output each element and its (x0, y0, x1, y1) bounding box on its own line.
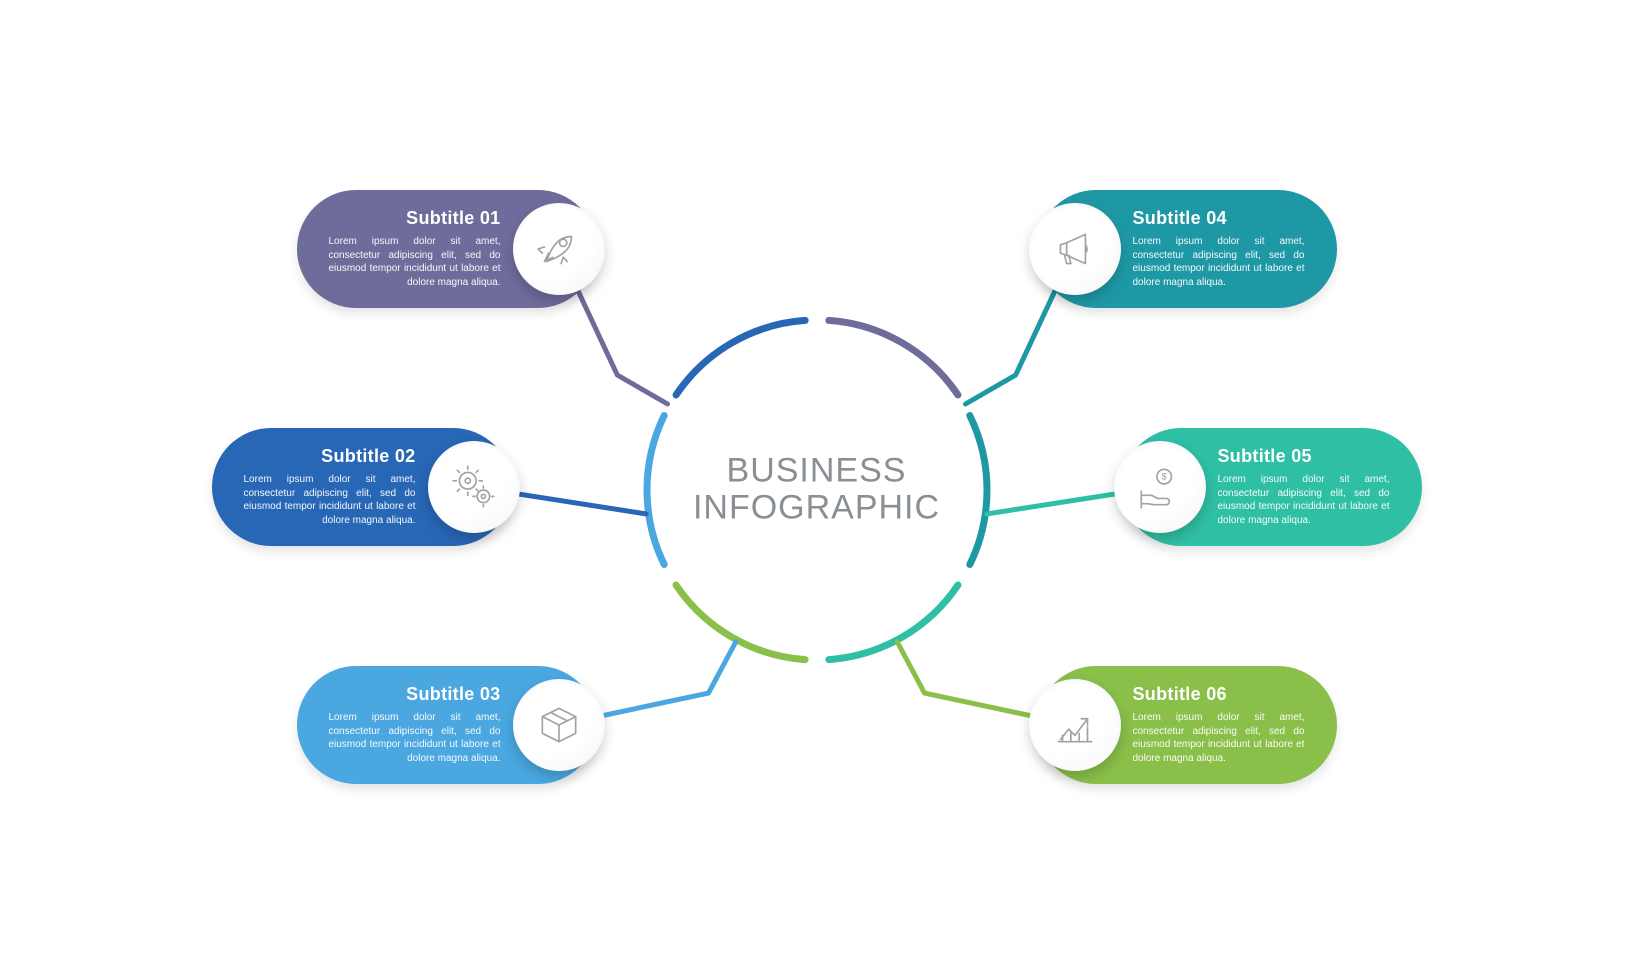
pill-02: Subtitle 02 Lorem ipsum dolor sit amet, c… (212, 428, 512, 546)
gears-icon (428, 441, 520, 533)
pill-body: Lorem ipsum dolor sit amet, consectetur … (1133, 711, 1305, 765)
chart-up-icon (1029, 679, 1121, 771)
pill-05: Subtitle 05 Lorem ipsum dolor sit amet, c… (1122, 428, 1422, 546)
pill-subtitle: Subtitle 05 (1218, 446, 1390, 467)
pill-body: Lorem ipsum dolor sit amet, consectetur … (329, 235, 501, 289)
pill-body: Lorem ipsum dolor sit amet, consectetur … (1218, 473, 1390, 527)
pill-body: Lorem ipsum dolor sit amet, consectetur … (1133, 235, 1305, 289)
pill-body: Lorem ipsum dolor sit amet, consectetur … (244, 473, 416, 527)
pill-01: Subtitle 01 Lorem ipsum dolor sit amet, c… (297, 190, 597, 308)
pill-subtitle: Subtitle 01 (329, 208, 501, 229)
rocket-icon (513, 203, 605, 295)
hand-coin-icon (1114, 441, 1206, 533)
pill-subtitle: Subtitle 04 (1133, 208, 1305, 229)
pill-subtitle: Subtitle 03 (329, 684, 501, 705)
infographic-stage: BUSINESS INFOGRAPHIC Subtitle 01Lorem ip… (0, 0, 1633, 980)
pill-subtitle: Subtitle 02 (244, 446, 416, 467)
pill-subtitle: Subtitle 06 (1133, 684, 1305, 705)
megaphone-icon (1029, 203, 1121, 295)
box-icon (513, 679, 605, 771)
pill-body: Lorem ipsum dolor sit amet, consectetur … (329, 711, 501, 765)
pill-04: Subtitle 04 Lorem ipsum dolor sit amet, c… (1037, 190, 1337, 308)
pill-03: Subtitle 03 Lorem ipsum dolor sit amet, c… (297, 666, 597, 784)
pill-06: Subtitle 06 Lorem ipsum dolor sit amet, c… (1037, 666, 1337, 784)
